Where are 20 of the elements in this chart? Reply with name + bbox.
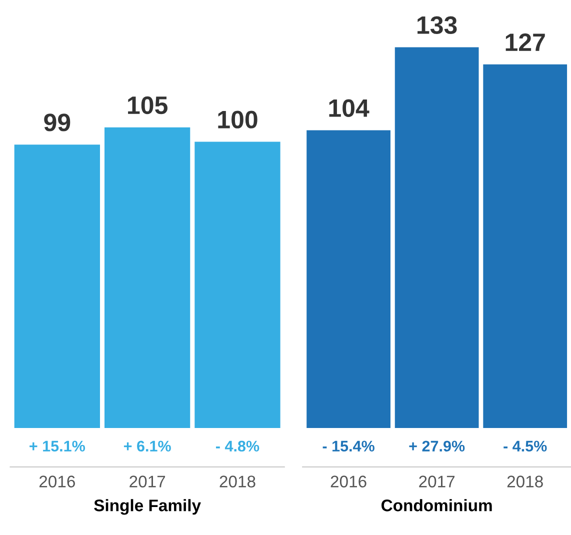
x-tick-label: 2018 xyxy=(220,476,256,488)
annotation: - 4.8% xyxy=(216,440,260,452)
annotation: + 6.1% xyxy=(124,440,171,452)
data-label: 133 xyxy=(418,16,457,34)
x-axis-title: Single Family xyxy=(94,499,201,515)
annotation: - 4.5% xyxy=(504,440,547,452)
x-tick-label: 2016 xyxy=(39,476,75,488)
annotation: + 27.9% xyxy=(409,440,465,452)
x-tick-label: 2017 xyxy=(130,476,166,488)
annotation: + 15.1% xyxy=(30,440,85,452)
data-label: 104 xyxy=(329,99,370,117)
annotation: - 15.4% xyxy=(322,440,374,452)
x-axis-title: Condominium xyxy=(381,499,492,512)
data-label: 100 xyxy=(218,110,258,128)
x-tick-label: 2016 xyxy=(330,476,366,488)
data-label: 127 xyxy=(506,33,545,51)
x-tick-label: 2017 xyxy=(419,476,455,488)
data-label: 105 xyxy=(128,96,168,114)
data-label: 99 xyxy=(44,114,70,132)
x-tick-label: 2018 xyxy=(507,476,543,488)
